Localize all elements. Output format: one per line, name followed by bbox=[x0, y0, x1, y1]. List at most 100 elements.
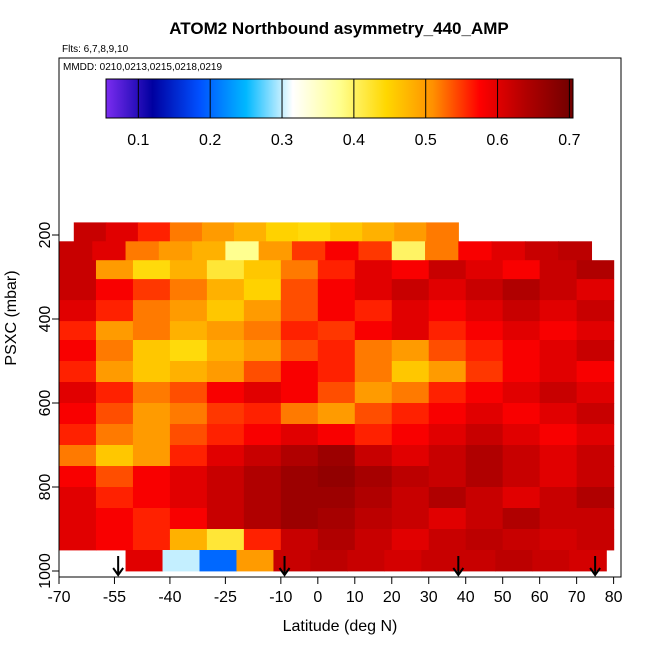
heatmap-cell bbox=[92, 241, 127, 261]
heatmap-cell bbox=[354, 361, 393, 383]
heatmap-cell bbox=[95, 279, 134, 301]
colorbar-tick-label: 0.5 bbox=[415, 132, 437, 149]
heatmap-cell bbox=[310, 550, 348, 572]
heatmap-cell bbox=[558, 241, 593, 261]
heatmap-cell bbox=[266, 222, 299, 242]
heatmap-cell bbox=[502, 361, 541, 383]
heatmap-cell bbox=[280, 382, 319, 404]
heatmap-cell bbox=[502, 466, 541, 488]
heatmap-cell bbox=[576, 300, 615, 322]
heatmap-cell bbox=[158, 241, 193, 261]
heatmap-cell bbox=[95, 529, 134, 551]
heatmap-cell bbox=[539, 487, 578, 509]
heatmap-cell bbox=[132, 382, 171, 404]
down-arrow-icon bbox=[112, 556, 124, 577]
heatmap-cell bbox=[243, 529, 282, 551]
heatmap-cell bbox=[132, 466, 171, 488]
heatmap-cell bbox=[317, 403, 356, 425]
heatmap-cell bbox=[354, 340, 393, 362]
heatmap-cell bbox=[569, 550, 607, 572]
heatmap-cell bbox=[539, 321, 578, 341]
heatmap-cell bbox=[576, 279, 615, 301]
heatmap-cell bbox=[206, 260, 245, 280]
heatmap-cell bbox=[502, 340, 541, 362]
colorbar-ticks: 0.1 0.2 0.3 0.4 0.5 0.6 0.7 bbox=[127, 79, 581, 149]
heatmap-cell bbox=[428, 279, 467, 301]
colorbar: 0.1 0.2 0.3 0.4 0.5 0.6 0.7 bbox=[105, 78, 581, 149]
heatmap-cell bbox=[458, 241, 493, 261]
heatmap-cell bbox=[502, 403, 541, 425]
heatmap-cell bbox=[243, 403, 282, 425]
heatmap-cell bbox=[576, 445, 615, 467]
heatmap-cell bbox=[391, 508, 430, 530]
heatmap-cell bbox=[206, 361, 245, 383]
heatmap-cell bbox=[169, 361, 208, 383]
heatmap-cell bbox=[502, 382, 541, 404]
heatmap-cell bbox=[354, 445, 393, 467]
heatmap-cell bbox=[169, 222, 203, 242]
heatmap-cell bbox=[280, 300, 319, 322]
heatmap-cell bbox=[391, 321, 430, 341]
heatmap-cell bbox=[354, 382, 393, 404]
heatmap-cell bbox=[206, 529, 245, 551]
heatmap-cell bbox=[428, 487, 467, 509]
heatmap-cell bbox=[291, 241, 326, 261]
heatmap-cell bbox=[243, 279, 282, 301]
heatmap-cell bbox=[425, 241, 459, 261]
heatmap-cell bbox=[524, 241, 559, 261]
heatmap-cell bbox=[258, 241, 293, 261]
heatmap-cell bbox=[465, 487, 504, 509]
y-axis: 200 400 600 800 1000 bbox=[37, 222, 60, 589]
heatmap-cell bbox=[59, 241, 93, 261]
heatmap-cell bbox=[132, 487, 171, 509]
y-tick-label: 400 bbox=[37, 306, 54, 333]
heatmap-cell bbox=[243, 361, 282, 383]
heatmap-cell bbox=[132, 529, 171, 551]
heatmap-cell bbox=[576, 361, 615, 383]
heatmap-cell bbox=[465, 424, 504, 446]
y-tick-label: 1000 bbox=[37, 553, 54, 589]
x-axis: -70 -55 -40 -25 -10 0 10 20 30 40 50 60 70 80 bbox=[47, 576, 623, 606]
heatmap-cell bbox=[95, 445, 134, 467]
heatmap-cell bbox=[502, 487, 541, 509]
heatmap-cell bbox=[502, 321, 541, 341]
heatmap-cell bbox=[428, 260, 467, 280]
heatmap-cell bbox=[465, 340, 504, 362]
colorbar-tick-label: 0.4 bbox=[343, 132, 365, 149]
heatmap-cell bbox=[465, 321, 504, 341]
heatmap-cell bbox=[169, 403, 208, 425]
heatmap-cell bbox=[317, 424, 356, 446]
heatmap-cell bbox=[465, 300, 504, 322]
heatmap-cell bbox=[280, 424, 319, 446]
heatmap-cell bbox=[576, 508, 615, 530]
heatmap-cell bbox=[502, 424, 541, 446]
heatmap-cell bbox=[317, 321, 356, 341]
heatmap-cell bbox=[428, 382, 467, 404]
heatmap-cell bbox=[95, 424, 134, 446]
date-annotation: MMDD: 0210,0213,0215,0218,0219 bbox=[63, 62, 222, 73]
flight-arrows bbox=[112, 556, 601, 577]
heatmap-cell bbox=[243, 260, 282, 280]
heatmap-cell bbox=[95, 260, 134, 280]
heatmap-cell bbox=[330, 222, 363, 242]
heatmap-cell bbox=[59, 508, 97, 530]
x-tick-label: 70 bbox=[568, 589, 586, 606]
heatmap-cell bbox=[59, 340, 97, 362]
heatmap-cell bbox=[317, 508, 356, 530]
heatmap-cell bbox=[169, 487, 208, 509]
y-tick-label: 800 bbox=[37, 474, 54, 501]
heatmap-cell bbox=[59, 466, 97, 488]
heatmap-cell bbox=[317, 445, 356, 467]
heatmap-cell bbox=[132, 445, 171, 467]
heatmap-cell bbox=[391, 382, 430, 404]
heatmap-cell bbox=[206, 403, 245, 425]
heatmap-cell bbox=[95, 487, 134, 509]
heatmap-cell bbox=[428, 361, 467, 383]
heatmap-cell bbox=[169, 279, 208, 301]
heatmap-cell bbox=[280, 508, 319, 530]
heatmap-cell bbox=[391, 300, 430, 322]
x-tick-label: 0 bbox=[313, 589, 322, 606]
heatmap-cell bbox=[354, 466, 393, 488]
heatmap-cell bbox=[354, 403, 393, 425]
heatmap-cell bbox=[132, 260, 171, 280]
